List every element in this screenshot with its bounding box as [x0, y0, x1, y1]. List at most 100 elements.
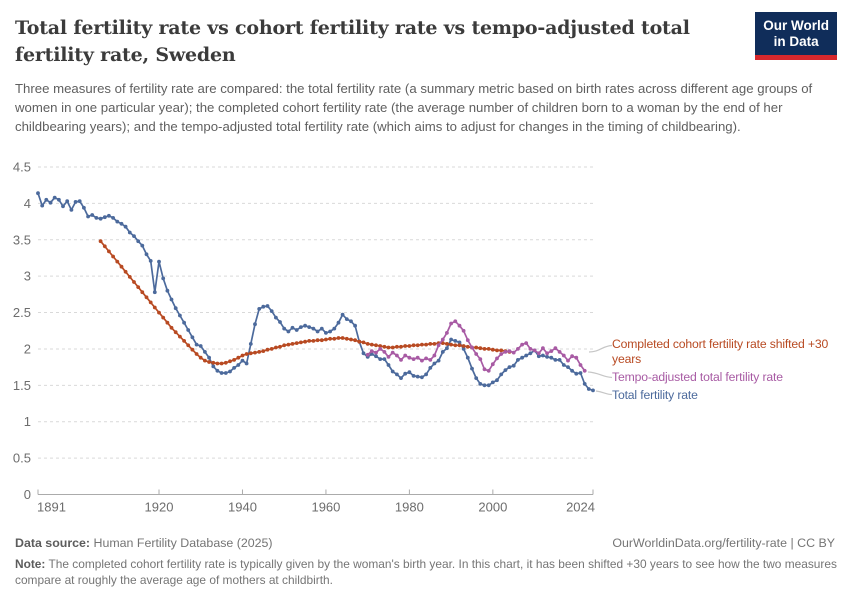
- data-point[interactable]: [132, 280, 136, 284]
- data-point[interactable]: [315, 338, 320, 343]
- data-point[interactable]: [294, 341, 299, 345]
- data-point[interactable]: [382, 350, 387, 354]
- data-point[interactable]: [61, 204, 65, 209]
- data-point[interactable]: [470, 345, 474, 350]
- data-point[interactable]: [161, 315, 166, 320]
- data-point[interactable]: [507, 365, 512, 369]
- data-point[interactable]: [161, 276, 166, 281]
- data-point[interactable]: [369, 342, 374, 347]
- data-point[interactable]: [253, 350, 257, 355]
- data-point[interactable]: [257, 307, 262, 311]
- data-point[interactable]: [495, 348, 499, 353]
- data-point[interactable]: [461, 347, 466, 351]
- data-point[interactable]: [440, 350, 445, 354]
- data-point[interactable]: [265, 347, 270, 352]
- data-point[interactable]: [303, 339, 307, 344]
- data-point[interactable]: [157, 259, 161, 264]
- data-point[interactable]: [203, 350, 207, 354]
- data-point[interactable]: [420, 342, 424, 347]
- data-point[interactable]: [98, 239, 103, 244]
- data-point[interactable]: [211, 364, 216, 369]
- data-point[interactable]: [453, 339, 458, 343]
- data-point[interactable]: [219, 371, 224, 375]
- data-point[interactable]: [119, 264, 124, 269]
- data-point[interactable]: [378, 347, 383, 351]
- data-point[interactable]: [336, 320, 341, 325]
- data-point[interactable]: [374, 350, 378, 355]
- data-point[interactable]: [274, 345, 278, 350]
- data-point[interactable]: [470, 366, 474, 371]
- data-point[interactable]: [278, 344, 282, 349]
- data-point[interactable]: [395, 372, 399, 377]
- data-point[interactable]: [449, 321, 453, 326]
- data-point[interactable]: [432, 361, 437, 366]
- data-point[interactable]: [219, 361, 224, 366]
- data-point[interactable]: [190, 335, 195, 340]
- data-point[interactable]: [86, 214, 90, 219]
- data-point[interactable]: [353, 323, 357, 328]
- data-point[interactable]: [269, 309, 274, 313]
- data-point[interactable]: [286, 329, 291, 334]
- data-point[interactable]: [482, 367, 487, 372]
- data-point[interactable]: [353, 338, 357, 343]
- data-point[interactable]: [178, 313, 182, 318]
- data-point[interactable]: [574, 355, 579, 360]
- data-point[interactable]: [194, 352, 199, 356]
- data-point[interactable]: [182, 339, 187, 343]
- data-point[interactable]: [553, 346, 558, 351]
- data-point[interactable]: [286, 342, 291, 347]
- data-point[interactable]: [503, 350, 508, 354]
- data-point[interactable]: [582, 382, 587, 386]
- data-point[interactable]: [115, 259, 120, 264]
- data-point[interactable]: [415, 374, 420, 379]
- data-point[interactable]: [399, 344, 403, 349]
- data-point[interactable]: [232, 358, 237, 362]
- data-point[interactable]: [257, 350, 262, 354]
- data-point[interactable]: [148, 300, 153, 305]
- legend-label-total[interactable]: Total fertility rate: [612, 387, 698, 402]
- data-point[interactable]: [240, 353, 245, 358]
- data-point[interactable]: [382, 357, 387, 361]
- data-point[interactable]: [57, 197, 61, 202]
- data-point[interactable]: [440, 337, 445, 342]
- data-point[interactable]: [482, 383, 487, 388]
- data-point[interactable]: [574, 371, 579, 376]
- data-point[interactable]: [48, 200, 53, 205]
- data-point[interactable]: [457, 343, 462, 348]
- data-point[interactable]: [240, 358, 245, 363]
- data-point[interactable]: [495, 356, 499, 361]
- data-point[interactable]: [499, 348, 504, 353]
- data-point[interactable]: [324, 331, 328, 335]
- data-point[interactable]: [495, 378, 499, 383]
- data-point[interactable]: [457, 323, 462, 328]
- data-point[interactable]: [420, 375, 424, 380]
- data-point[interactable]: [424, 372, 428, 377]
- data-point[interactable]: [152, 290, 157, 295]
- data-point[interactable]: [324, 337, 328, 342]
- data-point[interactable]: [465, 338, 470, 343]
- legend-label-cohort[interactable]: Completed cohort fertility rate shifted …: [612, 337, 829, 367]
- data-point[interactable]: [186, 328, 191, 332]
- data-point[interactable]: [582, 368, 587, 373]
- data-point[interactable]: [311, 339, 316, 343]
- data-point[interactable]: [578, 363, 583, 367]
- data-point[interactable]: [127, 275, 132, 279]
- data-point[interactable]: [203, 358, 207, 363]
- data-point[interactable]: [449, 337, 453, 342]
- data-point[interactable]: [290, 325, 295, 330]
- data-point[interactable]: [169, 325, 174, 330]
- data-point[interactable]: [445, 331, 449, 335]
- data-point[interactable]: [140, 290, 145, 295]
- data-point[interactable]: [299, 325, 303, 329]
- data-point[interactable]: [407, 344, 412, 348]
- data-point[interactable]: [282, 343, 287, 348]
- data-point[interactable]: [215, 368, 220, 373]
- data-point[interactable]: [503, 368, 508, 372]
- data-point[interactable]: [549, 349, 554, 353]
- data-point[interactable]: [499, 352, 504, 356]
- data-point[interactable]: [591, 388, 595, 393]
- data-point[interactable]: [378, 344, 383, 348]
- data-point[interactable]: [465, 355, 470, 360]
- data-point[interactable]: [178, 334, 182, 339]
